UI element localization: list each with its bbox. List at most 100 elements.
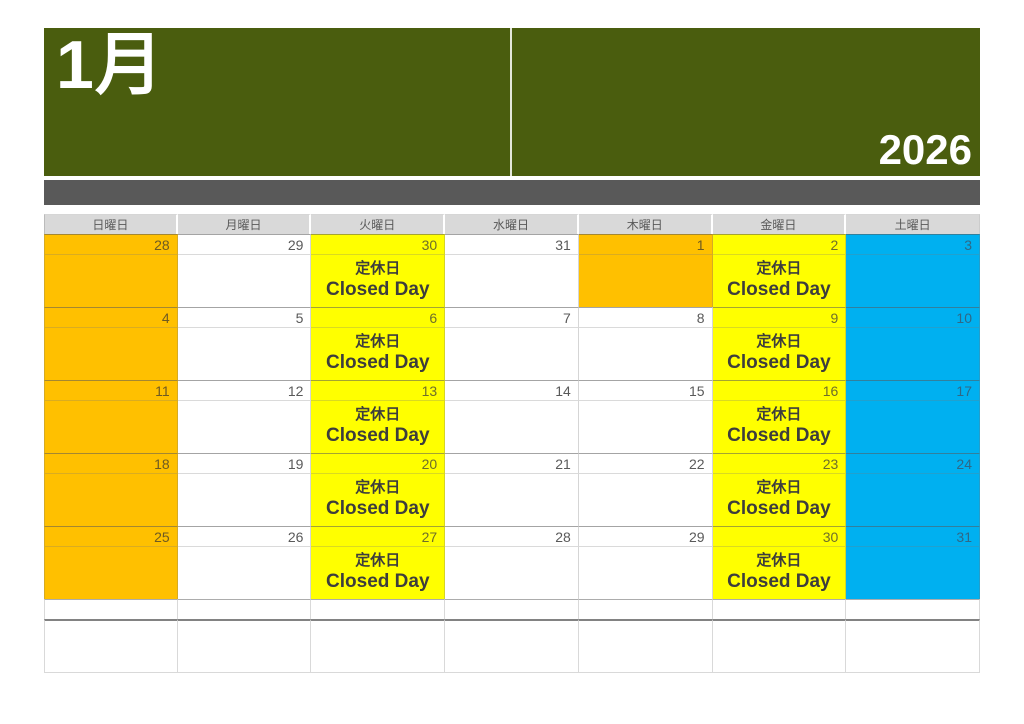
date-cell[interactable]: 30 [311,234,446,254]
day-content-cell[interactable] [177,254,312,307]
closed-day-cell[interactable]: 定休日 Closed Day [311,400,446,453]
day-content-cell[interactable] [846,254,980,307]
day-content-cell[interactable] [177,400,312,453]
closed-day-cell[interactable]: 定休日 Closed Day [712,473,847,526]
date-cell[interactable]: 26 [177,526,312,546]
date-cell[interactable]: 3 [846,234,980,254]
date-cell[interactable]: 31 [846,526,980,546]
day-content-cell[interactable] [445,400,579,453]
day-content-cell[interactable] [445,473,579,526]
empty-cell[interactable] [712,599,847,619]
closed-day-cell[interactable]: 定休日 Closed Day [712,327,847,380]
header-divider-line [510,28,512,205]
empty-cell[interactable] [311,619,446,673]
date-cell[interactable]: 4 [44,307,178,327]
empty-cell[interactable] [177,599,312,619]
date-cell[interactable]: 5 [177,307,312,327]
closed-label-ja: 定休日 [355,478,401,496]
day-content-cell[interactable] [578,546,713,599]
day-content-cell[interactable] [177,546,312,599]
date-cell[interactable]: 23 [712,453,847,473]
date-cell[interactable]: 31 [445,234,579,254]
date-cell[interactable]: 21 [445,453,579,473]
closed-label-ja: 定休日 [756,478,802,496]
day-content-cell[interactable] [846,327,980,380]
day-content-cell[interactable] [578,473,713,526]
date-cell[interactable]: 28 [445,526,579,546]
day-content-cell[interactable] [44,400,178,453]
closed-day-cell[interactable]: 定休日 Closed Day [712,546,847,599]
date-cell[interactable]: 29 [578,526,713,546]
day-content-cell[interactable] [846,400,980,453]
date-cell[interactable]: 14 [445,380,579,400]
closed-day-cell[interactable]: 定休日 Closed Day [311,473,446,526]
empty-cell[interactable] [578,619,713,673]
empty-cell[interactable] [445,619,579,673]
day-content-cell[interactable] [578,254,713,307]
closed-label-ja: 定休日 [355,551,401,569]
closed-day-cell[interactable]: 定休日 Closed Day [311,546,446,599]
date-cell[interactable]: 30 [712,526,847,546]
date-cell[interactable]: 2 [712,234,847,254]
day-content-cell[interactable] [846,546,980,599]
closed-day-cell[interactable]: 定休日 Closed Day [311,254,446,307]
calendar-table: 日曜日 月曜日 火曜日 水曜日 木曜日 金曜日 土曜日 28 29 30 31 1 2 3 定休日 Close… [44,214,980,673]
closed-day-cell[interactable]: 定休日 Closed Day [712,254,847,307]
date-cell[interactable]: 20 [311,453,446,473]
closed-day-cell[interactable]: 定休日 Closed Day [712,400,847,453]
closed-label-en: Closed Day [326,279,430,301]
closed-label-en: Closed Day [727,571,831,593]
date-cell[interactable]: 24 [846,453,980,473]
closed-label-ja: 定休日 [355,332,401,350]
day-content-cell[interactable] [44,473,178,526]
closed-label-ja: 定休日 [355,405,401,423]
day-content-cell[interactable] [445,254,579,307]
date-cell[interactable]: 10 [846,307,980,327]
day-content-cell[interactable] [445,327,579,380]
date-cell[interactable]: 17 [846,380,980,400]
date-cell[interactable]: 16 [712,380,847,400]
date-cell[interactable]: 12 [177,380,312,400]
month-header-banner: 1月 2026 [44,28,980,176]
day-content-cell[interactable] [846,473,980,526]
date-cell[interactable]: 13 [311,380,446,400]
day-content-cell[interactable] [44,546,178,599]
empty-cell[interactable] [44,599,178,619]
empty-cell[interactable] [177,619,312,673]
empty-cell[interactable] [311,599,446,619]
date-cell[interactable]: 11 [44,380,178,400]
closed-label-ja: 定休日 [756,405,802,423]
closed-label-en: Closed Day [326,571,430,593]
closed-day-cell[interactable]: 定休日 Closed Day [311,327,446,380]
date-cell[interactable]: 8 [578,307,713,327]
empty-cell[interactable] [578,599,713,619]
date-cell[interactable]: 7 [445,307,579,327]
date-cell[interactable]: 15 [578,380,713,400]
date-cell[interactable]: 28 [44,234,178,254]
day-content-cell[interactable] [578,400,713,453]
date-cell[interactable]: 1 [578,234,713,254]
year-label: 2026 [878,126,972,173]
empty-cell[interactable] [445,599,579,619]
day-content-cell[interactable] [578,327,713,380]
day-content-cell[interactable] [177,327,312,380]
closed-label-en: Closed Day [326,352,430,374]
date-cell[interactable]: 6 [311,307,446,327]
day-content-cell[interactable] [44,254,178,307]
date-cell[interactable]: 22 [578,453,713,473]
date-cell[interactable]: 18 [44,453,178,473]
empty-cell[interactable] [712,619,847,673]
day-content-cell[interactable] [177,473,312,526]
empty-cell[interactable] [846,619,980,673]
date-cell[interactable]: 19 [177,453,312,473]
date-cell[interactable]: 27 [311,526,446,546]
date-cell[interactable]: 9 [712,307,847,327]
date-cell[interactable]: 29 [177,234,312,254]
day-content-cell[interactable] [44,327,178,380]
empty-cell[interactable] [846,599,980,619]
day-content-cell[interactable] [445,546,579,599]
closed-label-en: Closed Day [727,352,831,374]
date-cell[interactable]: 25 [44,526,178,546]
empty-cell[interactable] [44,619,178,673]
